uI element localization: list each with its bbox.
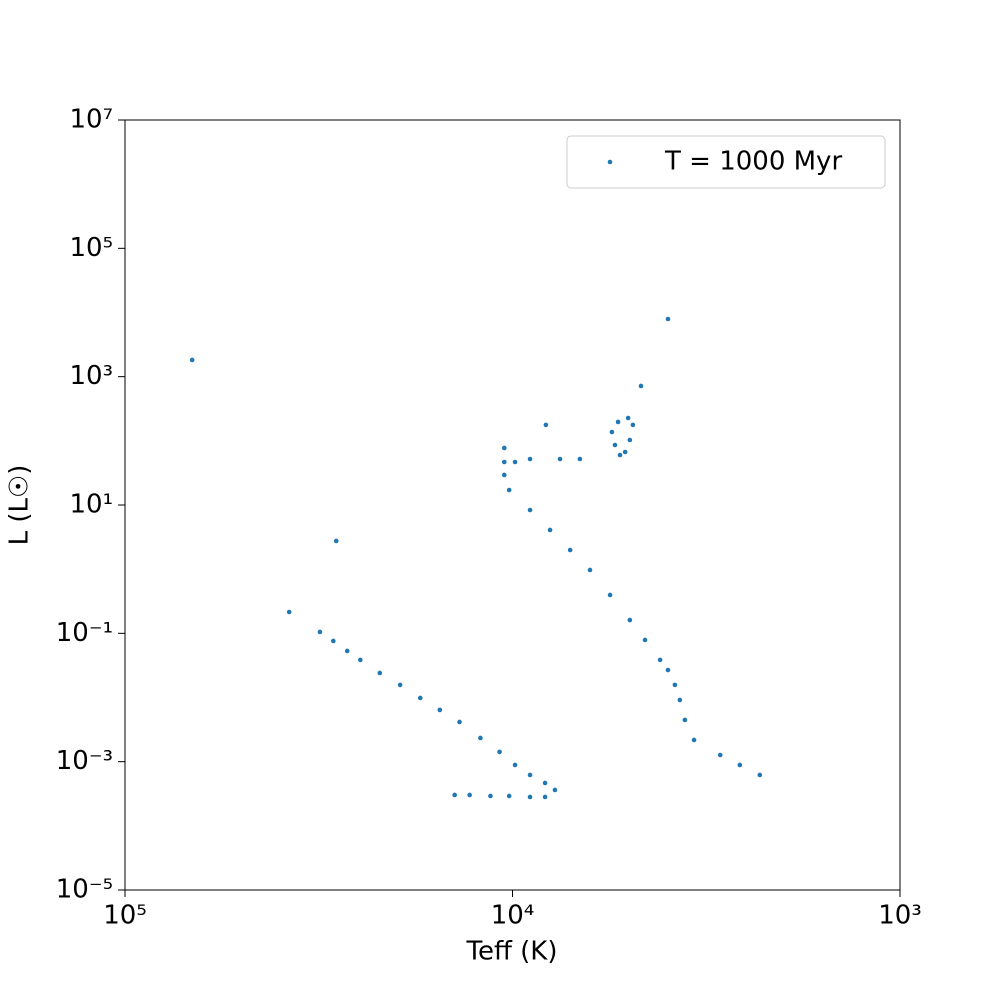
data-point xyxy=(672,682,678,688)
data-point xyxy=(506,487,512,493)
data-point xyxy=(547,527,553,533)
data-point xyxy=(501,472,507,478)
data-point xyxy=(501,445,507,451)
x-tick-label: 10⁵ xyxy=(103,901,147,931)
data-point xyxy=(189,357,195,363)
x-tick-label: 10⁴ xyxy=(491,901,535,931)
data-point xyxy=(478,735,483,741)
data-point xyxy=(717,752,723,758)
data-point xyxy=(612,442,618,448)
data-point xyxy=(757,772,763,778)
data-point xyxy=(567,547,573,553)
data-point xyxy=(737,762,743,768)
legend-marker xyxy=(607,159,613,165)
data-point xyxy=(552,787,558,793)
data-point xyxy=(527,507,533,513)
y-tick-label: 10⁻¹ xyxy=(56,618,113,648)
data-point xyxy=(358,657,363,663)
data-point xyxy=(630,422,636,428)
data-point xyxy=(437,707,443,713)
data-point xyxy=(682,717,688,723)
data-point xyxy=(527,772,533,778)
data-point xyxy=(587,567,593,573)
data-point xyxy=(542,794,548,800)
data-point xyxy=(506,793,512,799)
data-point xyxy=(615,419,621,425)
data-point xyxy=(542,780,548,786)
data-point xyxy=(627,617,633,623)
data-point xyxy=(452,792,457,798)
legend-label: T = 1000 Myr xyxy=(664,147,842,177)
data-point xyxy=(665,316,671,322)
data-point xyxy=(625,415,631,421)
y-tick-label: 10⁷ xyxy=(69,105,113,135)
data-point xyxy=(512,762,518,768)
data-point xyxy=(512,459,518,465)
data-point xyxy=(317,629,323,635)
x-tick-label: 10³ xyxy=(878,901,922,931)
data-point xyxy=(488,793,493,799)
data-point xyxy=(417,695,423,701)
data-point xyxy=(501,459,507,465)
data-point xyxy=(331,638,336,644)
y-tick-label: 10³ xyxy=(69,361,113,391)
x-axis-label: Teff (K) xyxy=(466,937,558,967)
data-point xyxy=(691,737,697,743)
y-tick-label: 10⁵ xyxy=(69,233,113,263)
data-point xyxy=(642,637,648,643)
data-point xyxy=(333,538,339,544)
data-point xyxy=(527,794,533,800)
data-point xyxy=(657,657,663,663)
y-tick-label: 10¹ xyxy=(69,490,113,520)
y-tick-label: 10⁻⁵ xyxy=(56,875,113,905)
data-point xyxy=(543,422,549,428)
data-point xyxy=(665,667,671,673)
data-point xyxy=(344,648,350,654)
data-point xyxy=(467,792,472,798)
data-point xyxy=(638,383,644,389)
data-point xyxy=(557,456,563,462)
data-point xyxy=(397,682,403,688)
data-point xyxy=(527,456,533,462)
data-point xyxy=(607,592,613,598)
data-point xyxy=(286,609,292,615)
data-point xyxy=(622,449,628,455)
plot-frame xyxy=(124,119,901,891)
data-point xyxy=(577,456,583,462)
data-point xyxy=(377,670,383,676)
data-point xyxy=(617,452,623,458)
data-point xyxy=(677,697,683,703)
data-point xyxy=(609,429,615,435)
data-point xyxy=(497,749,502,755)
y-tick-label: 10⁻³ xyxy=(56,746,113,776)
y-axis-label: L (L☉) xyxy=(5,465,35,546)
data-point xyxy=(627,437,633,443)
legend-box xyxy=(566,135,886,189)
data-point xyxy=(457,719,462,725)
